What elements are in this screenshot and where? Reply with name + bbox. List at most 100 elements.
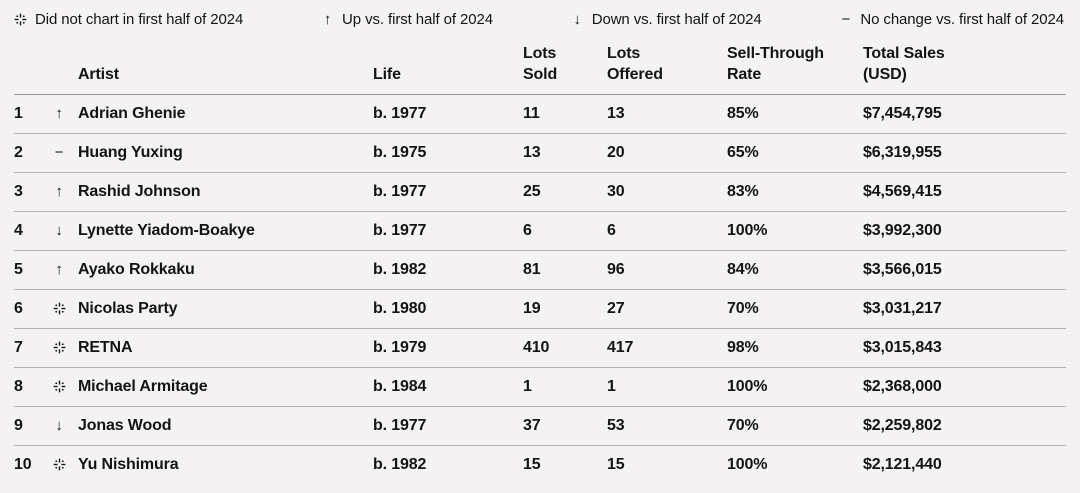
lots-offered-value: 53 [607,416,625,434]
table-body: 1 ↑ Adrian Ghenie b. 1977 11 13 85% $7,4… [14,95,1066,484]
sell-through-rate-value: 100% [727,221,768,239]
table-row: 6 Nicolas Party b. 1980 19 27 70% $3,031… [14,290,1066,329]
trend-indicator: ↓ [55,222,63,240]
legend-label: Up vs. first half of 2024 [342,11,493,28]
did-not-chart-icon [53,302,65,315]
trend-indicator [40,341,78,354]
total-sales-value: $4,569,415 [863,182,942,200]
sell-through-rate-value: 100% [727,377,768,395]
artist-life: b. 1975 [373,143,427,161]
legend-item-did-not-chart: Did not chart in first half of 2024 [14,11,243,28]
sell-through-rate-value: 98% [727,338,759,356]
lots-offered-value: 96 [607,260,625,278]
up-arrow-icon: ↑ [323,11,332,28]
trend-indicator: ↑ [55,105,63,123]
artist-life: b. 1977 [373,221,427,239]
artist-life: b. 1979 [373,338,427,356]
did-not-chart-icon [14,13,27,26]
lots-offered-value: 417 [607,338,634,356]
total-sales-value: $2,259,802 [863,416,942,434]
artist-name: Huang Yuxing [78,143,183,161]
artist-life: b. 1984 [373,377,427,395]
lots-sold-value: 25 [523,182,541,200]
legend: Did not chart in first half of 2024 ↑ Up… [0,0,1080,28]
lots-sold-value: 6 [523,221,532,239]
rank-cell: 7 [14,338,23,356]
lots-offered-value: 20 [607,143,625,161]
column-header-sell-through-rate: Sell-Through Rate [727,45,824,83]
lots-offered-value: 30 [607,182,625,200]
artist-life: b. 1982 [373,455,427,473]
lots-sold-value: 11 [523,104,540,122]
lots-offered-value: 15 [607,455,625,473]
artist-name: Adrian Ghenie [78,104,186,122]
column-header-total-sales: Total Sales (USD) [863,45,945,83]
artist-name: Jonas Wood [78,416,172,434]
artist-life: b. 1977 [373,182,427,200]
artist-life: b. 1982 [373,260,427,278]
lots-sold-value: 37 [523,416,541,434]
artist-name: Michael Armitage [78,377,208,395]
lots-sold-value: 15 [523,455,541,473]
rank-cell: 9 [14,416,23,434]
artist-name: Nicolas Party [78,299,178,317]
trend-indicator [40,380,78,393]
table-row: 2 − Huang Yuxing b. 1975 13 20 65% $6,31… [14,134,1066,173]
total-sales-value: $3,015,843 [863,338,942,356]
rank-cell: 4 [14,221,23,239]
legend-item-no-change: − No change vs. first half of 2024 [839,11,1065,28]
did-not-chart-icon [53,341,65,354]
legend-item-up: ↑ Up vs. first half of 2024 [321,11,493,28]
trend-indicator [40,302,78,315]
lots-offered-value: 6 [607,221,616,239]
artist-life: b. 1977 [373,416,427,434]
down-arrow-icon: ↓ [573,11,582,28]
sell-through-rate-value: 83% [727,182,759,200]
rank-cell: 10 [14,455,32,473]
trend-indicator: − [54,144,64,162]
sell-through-rate-value: 65% [727,143,759,161]
legend-label: Did not chart in first half of 2024 [35,11,244,28]
total-sales-value: $3,031,217 [863,299,942,317]
table-row: 1 ↑ Adrian Ghenie b. 1977 11 13 85% $7,4… [14,95,1066,134]
trend-indicator [40,458,78,471]
column-header-lots-offered: Lots Offered [607,45,663,83]
rank-cell: 8 [14,377,23,395]
table-row: 8 Michael Armitage b. 1984 1 1 100% $2,3… [14,368,1066,407]
lots-sold-value: 13 [523,143,541,161]
did-not-chart-icon [53,380,65,393]
lots-sold-value: 19 [523,299,541,317]
artist-name: Ayako Rokkaku [78,260,195,278]
rank-cell: 3 [14,182,23,200]
did-not-chart-icon [14,13,27,26]
trend-indicator: ↓ [55,417,63,435]
rank-cell: 1 [14,104,23,122]
total-sales-value: $6,319,955 [863,143,942,161]
rank-cell: 6 [14,299,23,317]
table-row: 10 Yu Nishimura b. 1982 15 15 100% $2,12… [14,446,1066,484]
artist-name: Yu Nishimura [78,455,179,473]
artist-life: b. 1980 [373,299,427,317]
column-header-artist: Artist [78,65,119,83]
table-header-row: Artist Life Lots Sold Lots Offered Sell-… [14,28,1066,95]
sell-through-rate-value: 85% [727,104,759,122]
legend-label: No change vs. first half of 2024 [860,11,1064,28]
total-sales-value: $7,454,795 [863,104,942,122]
total-sales-value: $3,566,015 [863,260,942,278]
artist-name: Rashid Johnson [78,182,201,200]
column-header-life: Life [373,65,401,83]
trend-indicator: ↑ [55,183,63,201]
lots-offered-value: 27 [607,299,625,317]
lots-sold-value: 81 [523,260,541,278]
table-row: 4 ↓ Lynette Yiadom-Boakye b. 1977 6 6 10… [14,212,1066,251]
rank-cell: 5 [14,260,23,278]
legend-item-down: ↓ Down vs. first half of 2024 [571,11,762,28]
trend-indicator: ↑ [55,261,63,279]
rank-cell: 2 [14,143,23,161]
table-row: 7 RETNA b. 1979 410 417 98% $3,015,843 [14,329,1066,368]
artist-name: Lynette Yiadom-Boakye [78,221,255,239]
table-row: 3 ↑ Rashid Johnson b. 1977 25 30 83% $4,… [14,173,1066,212]
legend-label: Down vs. first half of 2024 [591,11,762,28]
lots-sold-value: 1 [523,377,532,395]
